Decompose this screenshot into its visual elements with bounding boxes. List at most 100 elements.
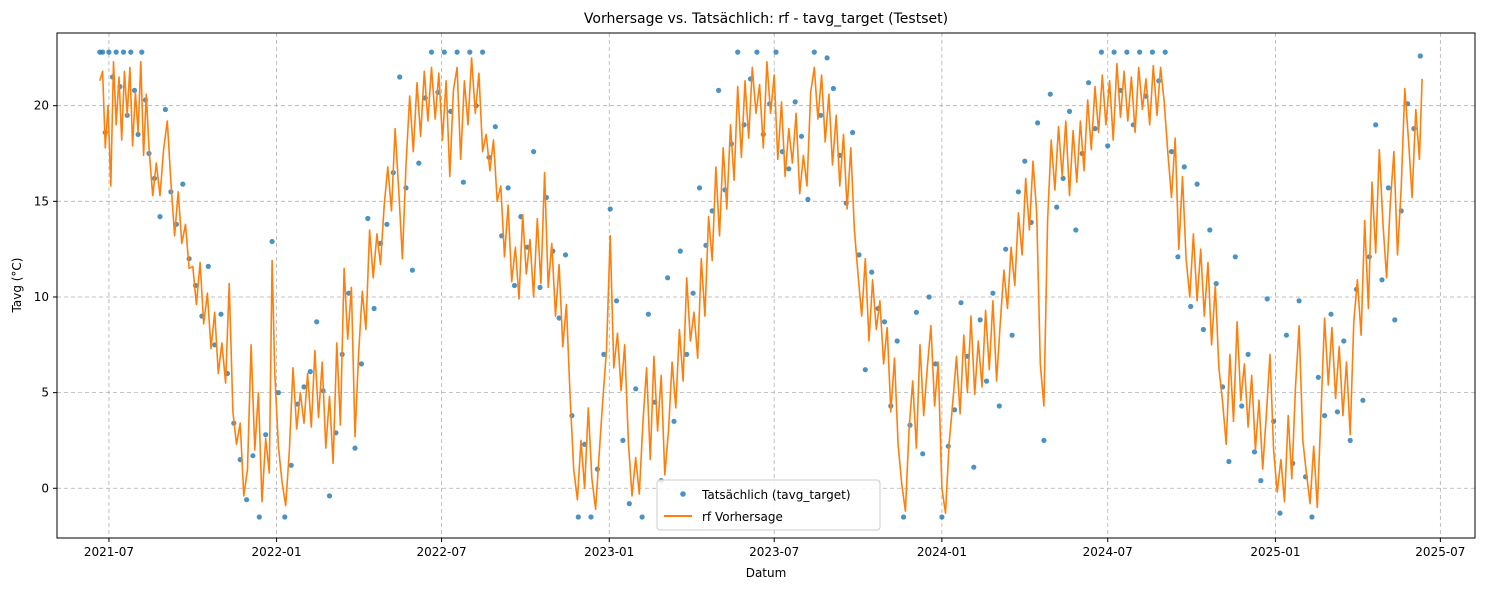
actual-point <box>811 49 817 55</box>
x-tick-label: 2025-01 <box>1250 545 1300 559</box>
actual-point <box>1373 122 1379 128</box>
actual-point <box>537 284 543 290</box>
y-axis-label: Tavg (°C) <box>10 258 24 314</box>
actual-point <box>996 403 1002 409</box>
actual-point <box>244 497 250 503</box>
legend-box <box>656 479 881 531</box>
actual-point <box>869 269 875 275</box>
actual-point <box>1175 254 1181 260</box>
actual-point <box>467 49 473 55</box>
actual-point <box>665 275 671 281</box>
actual-point <box>684 351 690 357</box>
actual-point <box>1296 298 1302 304</box>
legend-actual-marker <box>680 491 686 497</box>
actual-point <box>531 149 537 155</box>
actual-point <box>460 179 466 185</box>
actual-point <box>1194 181 1200 187</box>
chart-title: Vorhersage vs. Tatsächlich: rf - tavg_ta… <box>584 11 948 27</box>
x-axis: 2021-07 2022-01 2022-07 2023-01 2023-07 2024-… <box>84 538 1465 559</box>
y-axis: 0 5 10 15 20 <box>34 99 57 495</box>
actual-point <box>862 367 868 373</box>
actual-point <box>696 185 703 191</box>
actual-point <box>1035 120 1041 126</box>
actual-point <box>1009 332 1015 338</box>
actual-point <box>135 131 141 137</box>
actual-point <box>480 49 486 55</box>
actual-point <box>1283 332 1289 338</box>
actual-point <box>492 124 498 130</box>
actual-point <box>113 49 119 55</box>
actual-point <box>1315 374 1321 380</box>
actual-point <box>441 49 447 55</box>
actual-point <box>1385 185 1391 191</box>
actual-point <box>786 166 792 172</box>
actual-point <box>818 112 824 118</box>
actual-point <box>971 464 977 470</box>
actual-point <box>901 514 907 520</box>
actual-point <box>671 418 677 424</box>
x-tick-label: 2025-07 <box>1415 545 1465 559</box>
actual-point <box>1054 204 1060 210</box>
y-tick-label: 0 <box>41 481 49 495</box>
actual-point <box>131 87 138 93</box>
actual-point <box>1417 53 1423 59</box>
actual-point <box>106 49 112 55</box>
actual-point <box>1264 296 1270 302</box>
actual-point <box>205 263 211 269</box>
legend: Tatsächlich (tavg_target) rf Vorhersage <box>656 479 881 531</box>
actual-point <box>1137 49 1143 55</box>
actual-point <box>326 493 333 499</box>
actual-point <box>120 49 127 55</box>
actual-point <box>346 290 352 296</box>
actual-point <box>1322 413 1328 419</box>
actual-point <box>1022 158 1028 164</box>
x-axis-label: Datum <box>746 566 787 580</box>
actual-point <box>562 252 569 258</box>
plot-frame <box>56 32 1476 539</box>
actual-point <box>358 361 364 367</box>
actual-point <box>894 338 900 344</box>
actual-point <box>1251 449 1258 455</box>
actual-point <box>856 252 862 258</box>
actual-point <box>1328 311 1334 317</box>
y-tick-label: 15 <box>34 194 49 208</box>
actual-point <box>428 49 435 55</box>
actual-point <box>162 106 168 113</box>
actual-point <box>397 74 403 80</box>
x-tick-label: 2022-01 <box>252 545 302 559</box>
actual-point <box>1309 514 1315 520</box>
actual-point <box>958 300 964 306</box>
legend-actual-label: Tatsächlich (tavg_target) <box>701 488 851 502</box>
y-tick-label: 10 <box>34 290 49 304</box>
actual-point <box>454 49 460 55</box>
x-tick-label: 2021-07 <box>84 545 134 559</box>
actual-point <box>601 351 607 357</box>
actual-point <box>626 501 632 507</box>
actual-point <box>920 451 926 457</box>
actual-point <box>1015 189 1022 195</box>
actual-point <box>556 315 562 321</box>
prediction-line-group <box>99 57 1423 514</box>
actual-point <box>1207 227 1213 233</box>
actual-point <box>952 407 958 413</box>
actual-point <box>1066 108 1073 114</box>
actual-point <box>645 311 652 317</box>
actual-point <box>1334 409 1340 415</box>
actual-point <box>1105 143 1111 149</box>
actual-point <box>1226 458 1232 465</box>
actual-point <box>1047 91 1053 97</box>
x-tick-label: 2024-07 <box>1083 545 1133 559</box>
actual-point <box>990 290 996 296</box>
actual-point <box>881 319 888 325</box>
actual-point <box>403 185 409 191</box>
actual-point <box>384 221 390 227</box>
actual-point <box>1213 281 1219 287</box>
actual-point <box>716 87 722 93</box>
actual-point <box>282 514 288 520</box>
actual-point <box>1277 510 1283 516</box>
actual-point <box>1392 317 1398 323</box>
actual-point <box>307 369 313 375</box>
actual-point <box>1086 80 1092 86</box>
actual-point <box>926 294 932 300</box>
actual-point <box>1347 437 1353 443</box>
